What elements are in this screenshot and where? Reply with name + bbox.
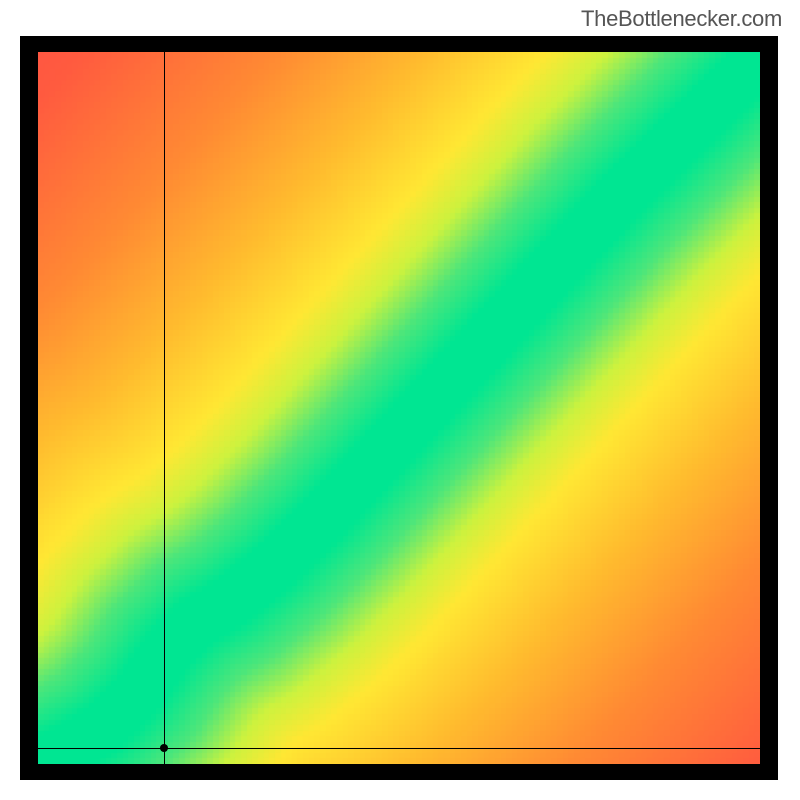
heatmap-frame [20, 36, 778, 780]
watermark-text: TheBottlenecker.com [581, 6, 782, 32]
heatmap-inner [38, 52, 760, 764]
heatmap-canvas [38, 52, 760, 764]
